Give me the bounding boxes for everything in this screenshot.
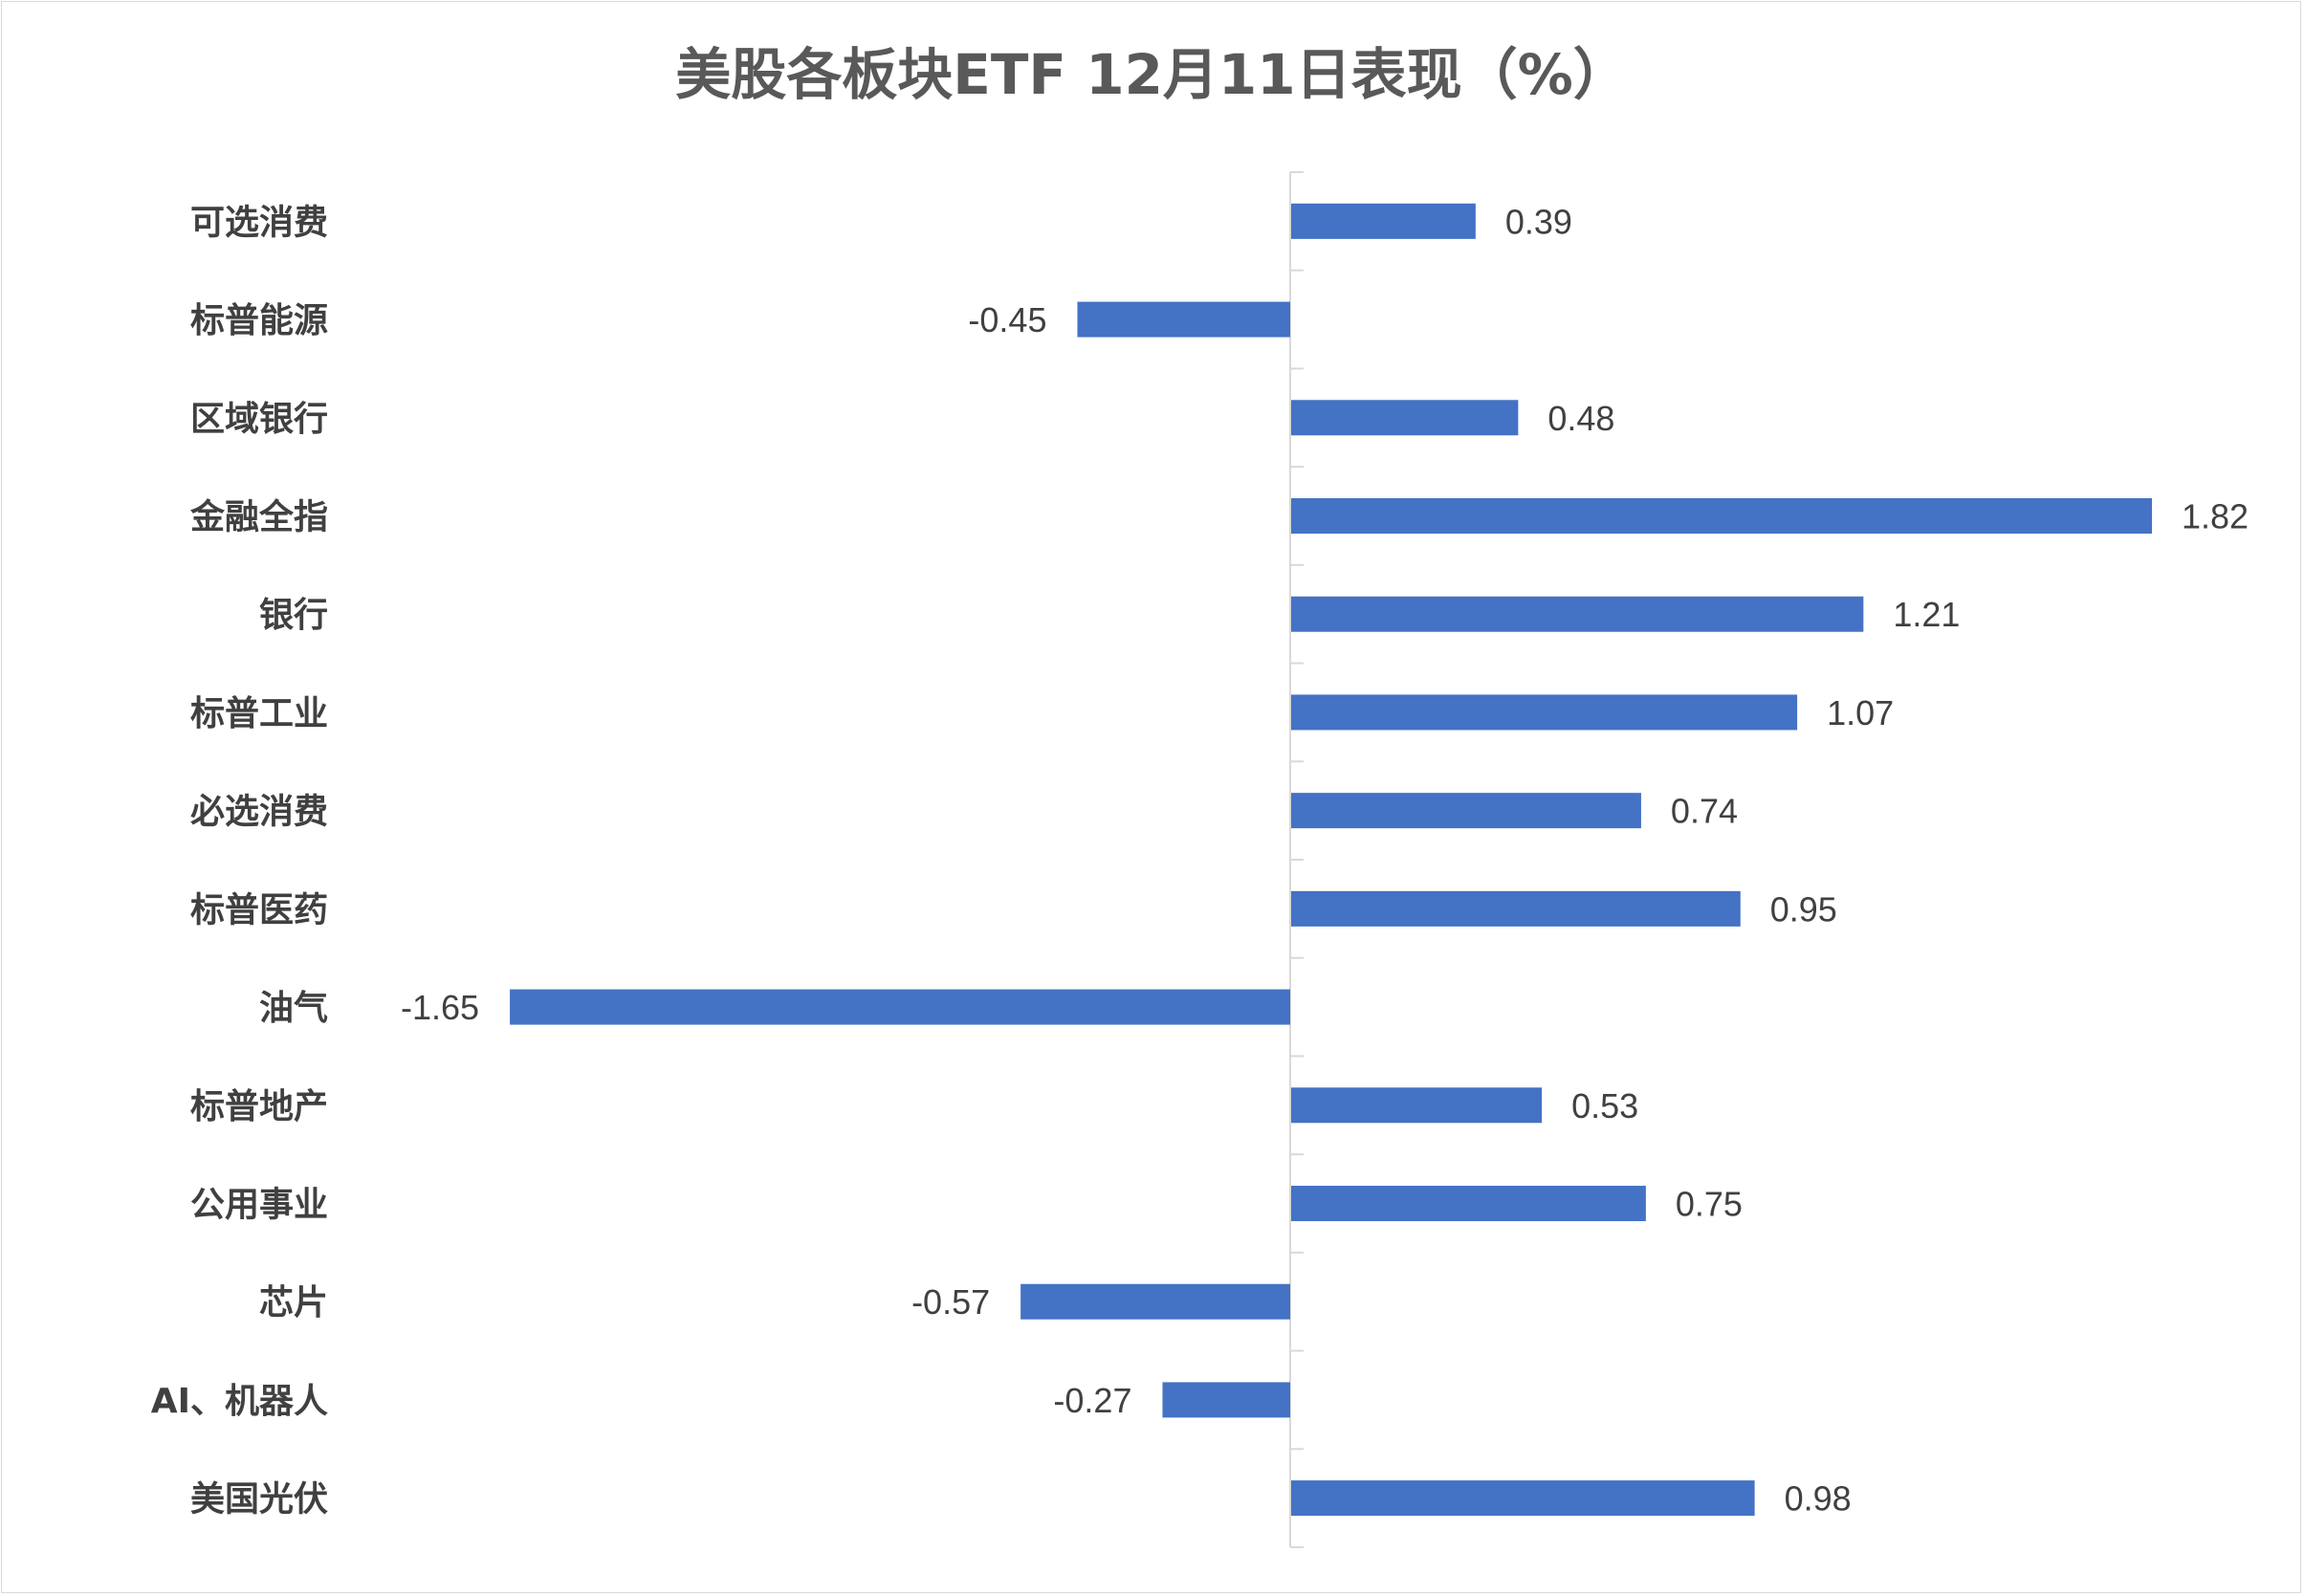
category-label: 区域银行 — [190, 400, 328, 439]
value-label: 0.74 — [1671, 792, 1738, 831]
bar-4 — [1291, 596, 1864, 632]
category-label: 金融全指 — [189, 497, 328, 537]
value-label: 0.98 — [1785, 1479, 1852, 1519]
value-label: -0.45 — [968, 300, 1046, 339]
bar-3 — [1291, 498, 2152, 534]
category-label: 标普地产 — [190, 1087, 328, 1126]
category-label: 公用事业 — [190, 1186, 328, 1225]
category-label: 油气 — [259, 989, 328, 1028]
bar-0 — [1291, 203, 1476, 239]
category-label: 芯片 — [259, 1283, 328, 1323]
category-label: 标普工业 — [190, 694, 328, 733]
value-label: 0.53 — [1571, 1086, 1638, 1126]
bar-12 — [1162, 1382, 1290, 1418]
bar-2 — [1291, 400, 1519, 436]
chart-title: 美股各板块ETF 12月11日表现（%） — [675, 42, 1629, 107]
value-label: -1.65 — [401, 988, 479, 1027]
value-label: 0.75 — [1676, 1185, 1743, 1224]
value-label: 1.82 — [2182, 497, 2249, 536]
value-label: 0.48 — [1547, 399, 1614, 438]
category-label: 标普医药 — [190, 890, 328, 929]
category-label: 标普能源 — [190, 301, 328, 340]
bar-1 — [1077, 301, 1290, 338]
category-label: 美国光伏 — [190, 1480, 328, 1519]
value-label: 0.39 — [1505, 202, 1572, 241]
category-label: 可选消费 — [190, 203, 328, 242]
bar-5 — [1291, 694, 1798, 731]
value-label: -0.27 — [1053, 1381, 1131, 1420]
bar-10 — [1291, 1186, 1646, 1221]
value-label: 1.07 — [1827, 693, 1894, 732]
bar-8 — [510, 989, 1290, 1025]
bar-9 — [1291, 1087, 1543, 1124]
category-label: 必选消费 — [190, 793, 328, 832]
category-label: 银行 — [259, 596, 328, 635]
bar-7 — [1291, 890, 1741, 927]
bar-13 — [1291, 1480, 1755, 1517]
value-label: 0.95 — [1770, 889, 1837, 929]
value-label: 1.21 — [1893, 595, 1960, 634]
value-label: -0.57 — [911, 1282, 990, 1322]
category-label: AI、机器人 — [151, 1382, 328, 1421]
bar-6 — [1291, 793, 1641, 829]
bar-11 — [1020, 1283, 1290, 1320]
